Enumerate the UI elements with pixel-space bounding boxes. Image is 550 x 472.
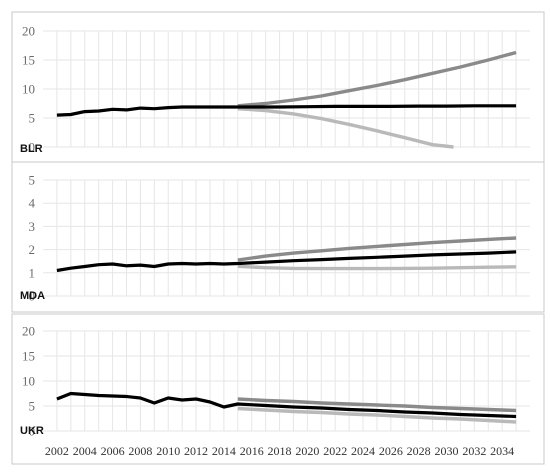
panel-frame bbox=[11, 11, 545, 163]
series-line-upper bbox=[237, 50, 517, 108]
panel-mda: 0 1 2 3 4 5 MDA bbox=[11, 161, 545, 313]
x-tick-label: 2020 bbox=[295, 444, 319, 458]
x-tick-label: 2002 bbox=[45, 444, 69, 458]
panel-label: UKR bbox=[20, 425, 44, 437]
series-line-lower bbox=[237, 107, 454, 149]
panel-label: MDA bbox=[20, 290, 45, 302]
panel-label: BLR bbox=[20, 143, 43, 155]
panel-frame bbox=[11, 313, 545, 465]
x-tick-label: 2016 bbox=[240, 444, 264, 458]
x-tick-label: 2028 bbox=[407, 444, 431, 458]
y-tick-label: 15 bbox=[22, 53, 35, 68]
y-tick-label: 5 bbox=[29, 173, 36, 188]
panel-frame bbox=[11, 161, 545, 313]
series-line-upper bbox=[237, 236, 517, 262]
x-tick-label: 2018 bbox=[268, 444, 292, 458]
y-tick-label: 0 bbox=[29, 289, 36, 304]
x-tick-label: 2010 bbox=[156, 444, 180, 458]
panel-blr: 0 5 10 15 20 BLR bbox=[11, 11, 545, 163]
y-tick-label: 15 bbox=[22, 349, 35, 364]
series-line-upper bbox=[237, 397, 517, 413]
y-tick-label: 5 bbox=[29, 399, 36, 414]
x-tick-label: 2008 bbox=[128, 444, 152, 458]
x-tick-label: 2026 bbox=[379, 444, 403, 458]
x-tick-label: 2024 bbox=[351, 444, 375, 458]
y-tick-label: 1 bbox=[29, 265, 36, 280]
series-line-observed bbox=[56, 250, 517, 273]
y-tick-label: 5 bbox=[29, 111, 36, 126]
x-tick-label: 2004 bbox=[73, 444, 97, 458]
series-line-observed bbox=[56, 104, 517, 117]
y-tick-label: 3 bbox=[29, 219, 36, 234]
y-tick-label: 20 bbox=[22, 24, 35, 39]
x-tick-label: 2012 bbox=[184, 444, 208, 458]
y-tick-label: 2 bbox=[29, 242, 36, 257]
y-tick-label: 0 bbox=[29, 140, 36, 155]
series-line-observed bbox=[56, 391, 517, 419]
x-tick-label: 2030 bbox=[435, 444, 459, 458]
x-tick-label: 2006 bbox=[101, 444, 125, 458]
series-line-lower bbox=[237, 264, 517, 271]
x-tick-label: 2034 bbox=[490, 444, 514, 458]
y-tick-label: 0 bbox=[29, 424, 36, 439]
x-tick-label: 2032 bbox=[462, 444, 486, 458]
x-tick-label: 2022 bbox=[323, 444, 347, 458]
y-tick-label: 10 bbox=[22, 374, 35, 389]
y-tick-label: 4 bbox=[29, 196, 36, 211]
y-tick-label: 10 bbox=[22, 82, 35, 97]
x-tick-label: 2014 bbox=[212, 444, 236, 458]
y-tick-label: 20 bbox=[22, 324, 35, 339]
series-line-lower bbox=[237, 406, 517, 424]
